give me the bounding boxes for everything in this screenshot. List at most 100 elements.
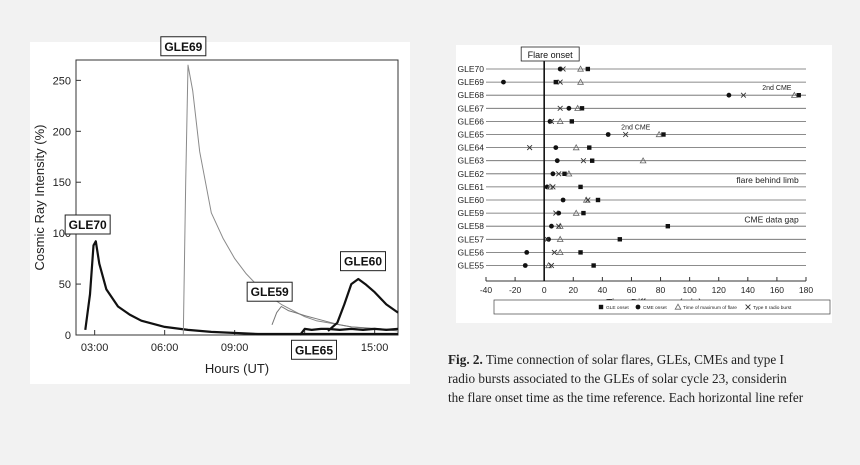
legend-marker-circle [635,304,641,310]
legend-marker-square [598,304,604,310]
chart-annotation: CME data gap [744,214,799,224]
x-tick-label: -20 [509,285,522,295]
row-label: GLE56 [458,247,485,257]
x-tick-label: 40 [598,285,608,295]
annotation-box [291,339,337,360]
x-tick-label: 100 [683,285,697,295]
x-tick-label: 0 [542,285,547,295]
marker-square [587,145,592,150]
marker-square [617,237,623,242]
x-tick-label: 180 [799,285,813,295]
x-tick-label: 140 [741,285,755,295]
row-label: GLE60 [458,195,485,205]
marker-square [553,79,559,85]
marker-triangle [572,209,580,216]
marker-triangle [556,248,564,255]
flare-onset-label: Flare onset [528,50,574,60]
legend-box [493,299,831,315]
marker-circle [726,92,732,98]
marker-triangle [556,235,564,242]
row-label: GLE58 [458,221,485,231]
marker-circle [544,184,550,190]
cosmic-ray-chart: 05010015020025003:0006:0009:0012:0015:00… [32,36,399,376]
annotation-box [160,36,207,57]
marker-x [556,223,562,229]
legend-marker-triangle [674,303,682,310]
marker-circle [560,197,566,203]
marker-triangle [639,157,647,164]
x-axis-label: Hours (UT) [205,361,269,376]
marker-square [591,263,596,268]
left-chart-panel: 05010015020025003:0006:0009:0012:0015:00… [30,36,410,384]
row-label: GLE64 [458,143,485,153]
marker-circle [554,158,560,164]
marker-square [578,250,583,255]
legend-label: GLE onset [606,305,629,311]
marker-triangle [546,183,554,190]
marker-x [560,66,566,72]
x-tick-label: -40 [480,285,493,295]
marker-x [557,79,563,85]
row-label: GLE66 [458,116,485,126]
legend-label: CME onset [643,305,667,311]
marker-x [550,184,556,190]
marker-square [589,158,595,163]
y-tick-label: 200 [53,126,71,138]
marker-circle [553,145,559,150]
caption-label: Fig. 2. [448,352,483,367]
annotation-label: GLE70 [69,218,107,232]
annotation-label: GLE69 [164,40,202,54]
marker-circle [605,132,611,137]
marker-square [562,171,567,176]
row-label: GLE68 [458,90,485,100]
time-difference-chart: -40-20020406080100120140160180Time Diffe… [458,46,831,315]
chart-annotation: flare behind limb [736,175,799,185]
right-chart-panel: -40-20020406080100120140160180Time Diffe… [456,45,832,323]
marker-x [740,92,747,98]
row-label: GLE69 [458,77,485,87]
row-label: GLE55 [458,261,485,271]
flare-onset-box [520,46,580,62]
figure-caption: Fig. 2. Time connection of solar flares,… [448,350,832,407]
marker-triangle [565,170,573,177]
marker-circle [550,171,556,177]
marker-triangle [545,261,553,269]
marker-circle [524,250,530,255]
marker-x [551,249,558,256]
chart-annotation: 2nd CME [762,85,792,92]
annotation-box [64,214,111,235]
marker-circle [501,79,506,85]
annotation-box [340,251,386,272]
row-label: GLE59 [458,208,485,218]
marker-x [548,118,555,125]
marker-square [581,210,586,216]
x-tick-label: 09:00 [221,342,249,354]
x-tick-label: 80 [656,285,666,295]
marker-triangle [556,117,564,124]
marker-square [585,66,591,72]
marker-circle [549,223,554,229]
series-line-gle69 [182,64,399,336]
marker-x [580,157,587,164]
x-tick-label: 120 [712,285,726,295]
marker-square [665,224,671,229]
row-label: GLE61 [458,182,485,192]
marker-circle [522,263,528,268]
marker-x [553,210,559,216]
caption-line-3: the flare onset time as the time referen… [448,390,804,405]
marker-triangle [574,104,582,111]
marker-circle [546,236,551,242]
chart-annotation: 2nd CME [621,124,651,131]
x-tick-label: 15:00 [361,342,389,354]
marker-square [579,106,585,111]
annotation-label: GLE65 [295,343,333,357]
marker-x [556,171,562,177]
legend-label: Type II radio burst [753,305,792,311]
annotation-box [246,281,293,302]
marker-triangle [577,65,585,72]
series-line-gle59 [271,306,399,332]
marker-x [585,197,591,203]
marker-circle [547,119,553,124]
caption-line-2: radio bursts associated to the GLEs of s… [448,371,787,386]
plot-frame [75,59,399,336]
